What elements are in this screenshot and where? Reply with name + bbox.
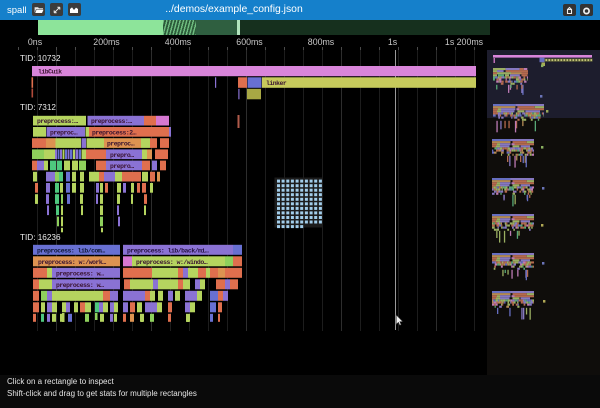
svg-text:prepro…: prepro…: [110, 163, 134, 170]
svg-text:libCuik: libCuik: [38, 69, 62, 76]
svg-text:linker: linker: [266, 80, 287, 87]
svg-text:prepro…: prepro…: [110, 152, 134, 159]
svg-text:preprocess:…: preprocess:…: [91, 118, 132, 125]
svg-text:preprocess: w:/windo…: preprocess: w:/windo…: [136, 259, 208, 266]
svg-text:preprocess: w…: preprocess: w…: [56, 282, 104, 289]
svg-text:preprocess:…: preprocess:…: [37, 118, 78, 125]
svg-text:preprocess: w…: preprocess: w…: [56, 270, 104, 277]
svg-text:preprocess: lib/back/mi…: preprocess: lib/back/mi…: [127, 247, 209, 254]
svg-text:preprocess: w:/work…: preprocess: w:/work…: [38, 259, 106, 266]
svg-text:preprocess:2…: preprocess:2…: [92, 129, 137, 136]
svg-text:preprocess: lib/com…: preprocess: lib/com…: [37, 247, 105, 254]
svg-text:preproc…: preproc…: [50, 129, 78, 136]
svg-text:preproc…: preproc…: [107, 141, 135, 148]
